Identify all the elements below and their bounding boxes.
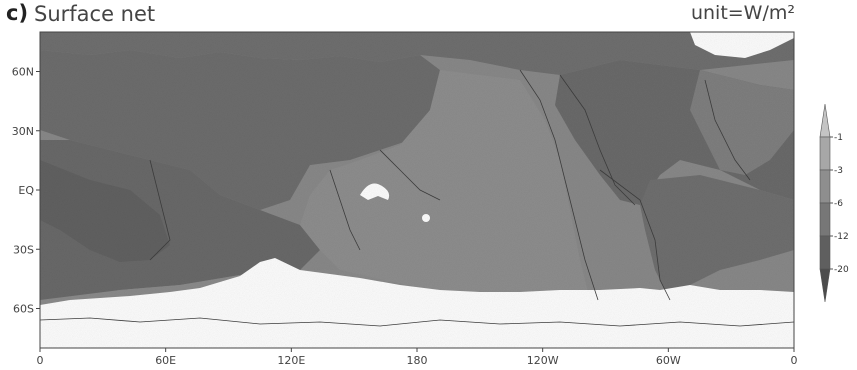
lon-tick-label: 0 (791, 354, 798, 367)
lat-tick-label: 60N (12, 66, 34, 79)
panel-label: c) (6, 1, 29, 25)
white-patch-1 (360, 183, 390, 200)
field-north-dark (40, 32, 794, 75)
lon-tick-label: 60W (656, 354, 681, 367)
lat-tick-label: EQ (18, 184, 34, 197)
lon-tick-label: 0 (37, 354, 44, 367)
field-indian-ocean (40, 140, 320, 305)
lat-tick-label: 30N (12, 125, 34, 138)
colorbar-level-label: -3 (834, 166, 843, 176)
field-africa (40, 160, 170, 262)
lon-tick-label: 180 (407, 354, 428, 367)
colorbar-segment (819, 268, 831, 303)
field-pacific (300, 70, 590, 300)
coastlines (40, 69, 794, 327)
colorbar-segment (819, 202, 831, 237)
field-south-america (640, 175, 794, 300)
map-title: Surface net (34, 2, 156, 26)
colorbar: -1 -3 -6 -12 -20 (819, 103, 849, 303)
antarctica (40, 258, 794, 348)
colorbar-segment (819, 235, 831, 270)
greenland-patch (690, 32, 794, 58)
map-field (40, 32, 794, 348)
lon-tick-label: 120W (527, 354, 559, 367)
lat-tick-label: 60S (13, 303, 34, 316)
colorbar-level-label: -20 (834, 265, 849, 275)
field-atlantic (690, 70, 794, 175)
unit-label: unit=W/m² (690, 2, 795, 24)
colorbar-segment (819, 169, 831, 204)
field-eurasia (40, 50, 440, 210)
lon-tick-label: 120E (277, 354, 305, 367)
colorbar-level-label: -6 (834, 199, 843, 209)
colorbar-segment (819, 136, 831, 171)
lat-tick-label: 30S (13, 243, 34, 256)
white-patch-2 (422, 214, 430, 222)
latitude-axis: 60N 30N EQ 30S 60S (12, 66, 40, 316)
colorbar-segment (819, 103, 831, 138)
colorbar-level-label: -12 (834, 232, 849, 242)
colorbar-level-label: -1 (834, 133, 843, 143)
lon-tick-label: 60E (155, 354, 176, 367)
longitude-axis: 0 60E 120E 180 120W 60W 0 (37, 348, 798, 367)
